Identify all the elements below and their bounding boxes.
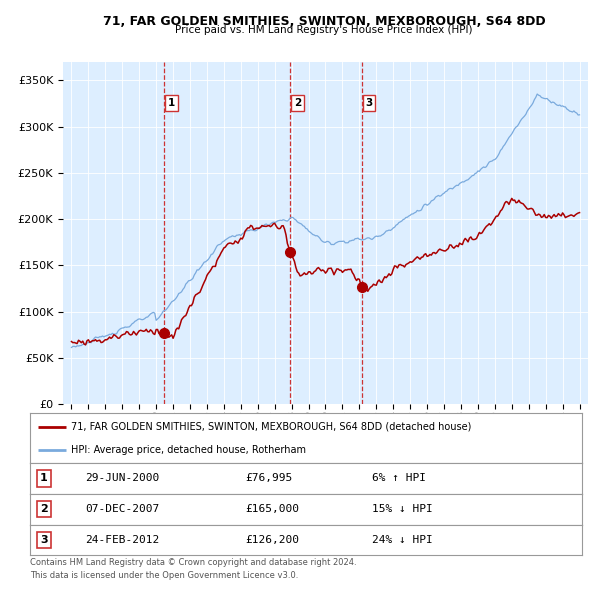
Text: 29-JUN-2000: 29-JUN-2000 xyxy=(85,474,160,483)
Text: 24% ↓ HPI: 24% ↓ HPI xyxy=(372,535,433,545)
Text: Contains HM Land Registry data © Crown copyright and database right 2024.: Contains HM Land Registry data © Crown c… xyxy=(30,558,356,567)
Text: 15% ↓ HPI: 15% ↓ HPI xyxy=(372,504,433,514)
Text: HPI: Average price, detached house, Rotherham: HPI: Average price, detached house, Roth… xyxy=(71,445,307,455)
Text: 1: 1 xyxy=(168,98,175,108)
Text: 3: 3 xyxy=(40,535,47,545)
Text: 1: 1 xyxy=(40,474,47,483)
Text: 3: 3 xyxy=(365,98,373,108)
Text: £126,200: £126,200 xyxy=(245,535,299,545)
Text: This data is licensed under the Open Government Licence v3.0.: This data is licensed under the Open Gov… xyxy=(30,571,298,580)
Text: 71, FAR GOLDEN SMITHIES, SWINTON, MEXBOROUGH, S64 8DD: 71, FAR GOLDEN SMITHIES, SWINTON, MEXBOR… xyxy=(103,15,545,28)
Text: 2: 2 xyxy=(293,98,301,108)
Text: 2: 2 xyxy=(40,504,47,514)
Text: 6% ↑ HPI: 6% ↑ HPI xyxy=(372,474,426,483)
Text: 24-FEB-2012: 24-FEB-2012 xyxy=(85,535,160,545)
Text: £165,000: £165,000 xyxy=(245,504,299,514)
Text: 71, FAR GOLDEN SMITHIES, SWINTON, MEXBOROUGH, S64 8DD (detached house): 71, FAR GOLDEN SMITHIES, SWINTON, MEXBOR… xyxy=(71,421,472,431)
Text: 07-DEC-2007: 07-DEC-2007 xyxy=(85,504,160,514)
Text: Price paid vs. HM Land Registry's House Price Index (HPI): Price paid vs. HM Land Registry's House … xyxy=(175,25,473,35)
Text: £76,995: £76,995 xyxy=(245,474,293,483)
